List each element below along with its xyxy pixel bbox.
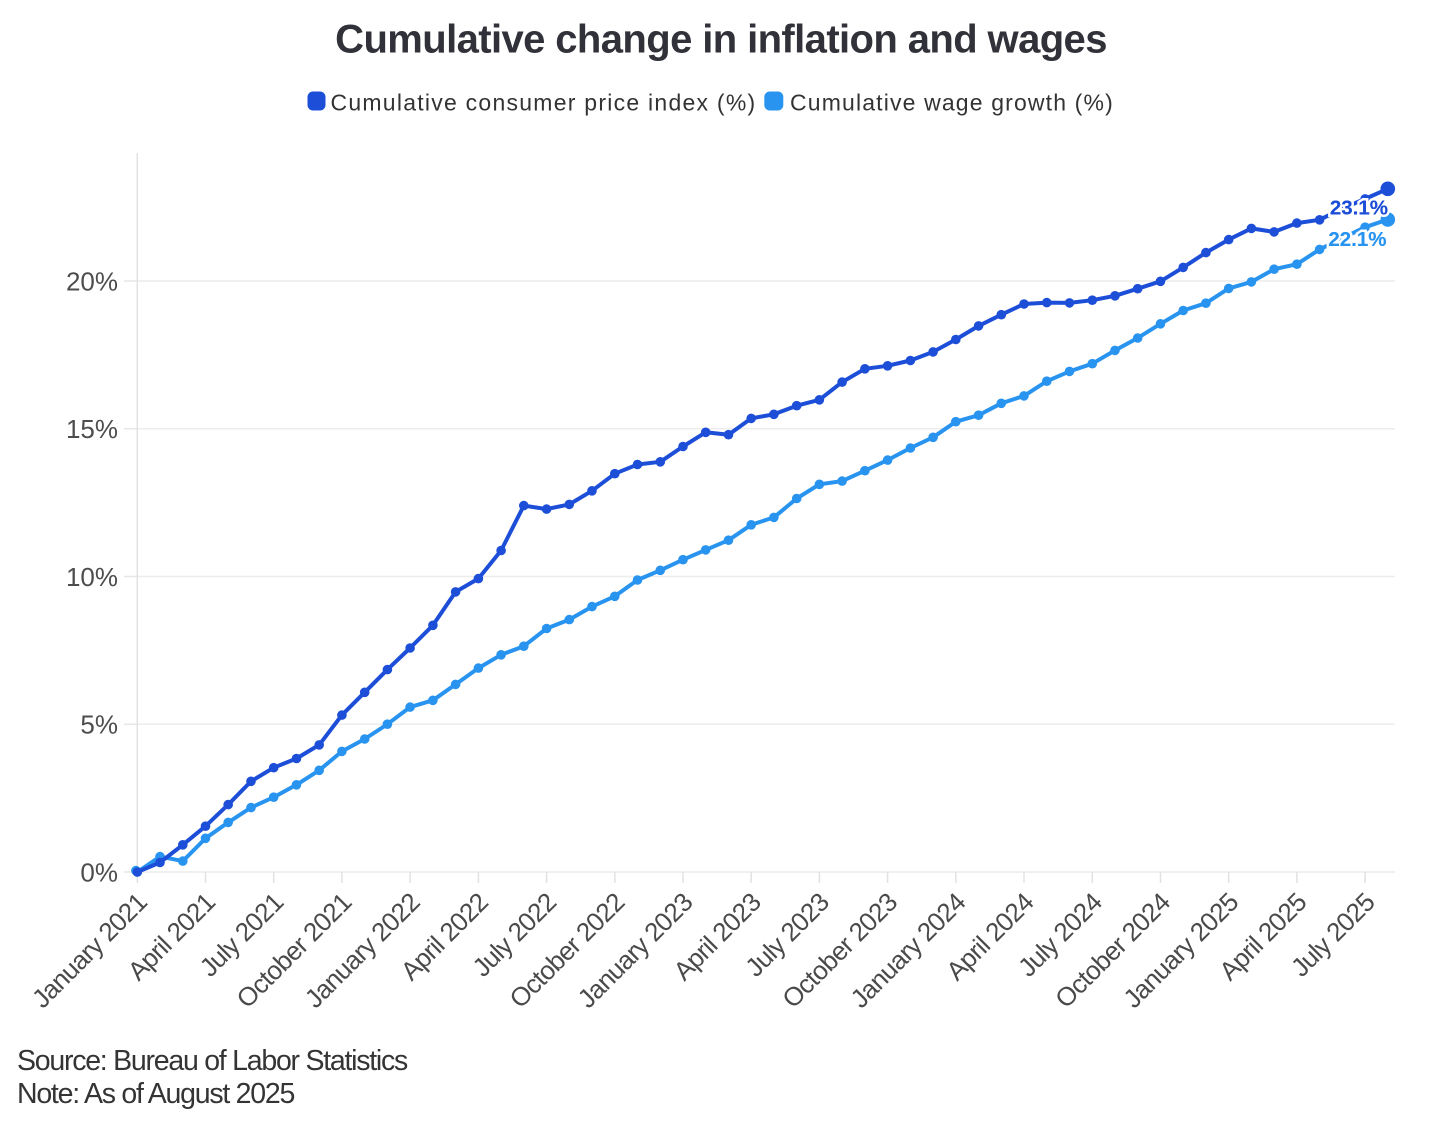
svg-text:Cumulative change in inflation: Cumulative change in inflation and wages	[335, 18, 1107, 62]
svg-text:10%: 10%	[66, 562, 118, 592]
svg-text:5%: 5%	[80, 710, 118, 740]
svg-text:Note: As of August 2025: Note: As of August 2025	[17, 1078, 294, 1110]
svg-text:22.1%: 22.1%	[1328, 228, 1386, 251]
svg-text:15%: 15%	[66, 414, 118, 444]
svg-text:Cumulative consumer price inde: Cumulative consumer price index (%)	[331, 90, 757, 116]
svg-text:23.1%: 23.1%	[1330, 197, 1388, 220]
svg-text:0%: 0%	[80, 857, 118, 887]
svg-text:22.1%: 22.1%	[1328, 228, 1386, 251]
svg-text:Source: Bureau of Labor Statis: Source: Bureau of Labor Statistics	[17, 1045, 408, 1077]
svg-text:20%: 20%	[66, 266, 118, 296]
svg-text:23.1%: 23.1%	[1330, 197, 1388, 220]
svg-text:Cumulative wage growth (%): Cumulative wage growth (%)	[790, 90, 1114, 116]
